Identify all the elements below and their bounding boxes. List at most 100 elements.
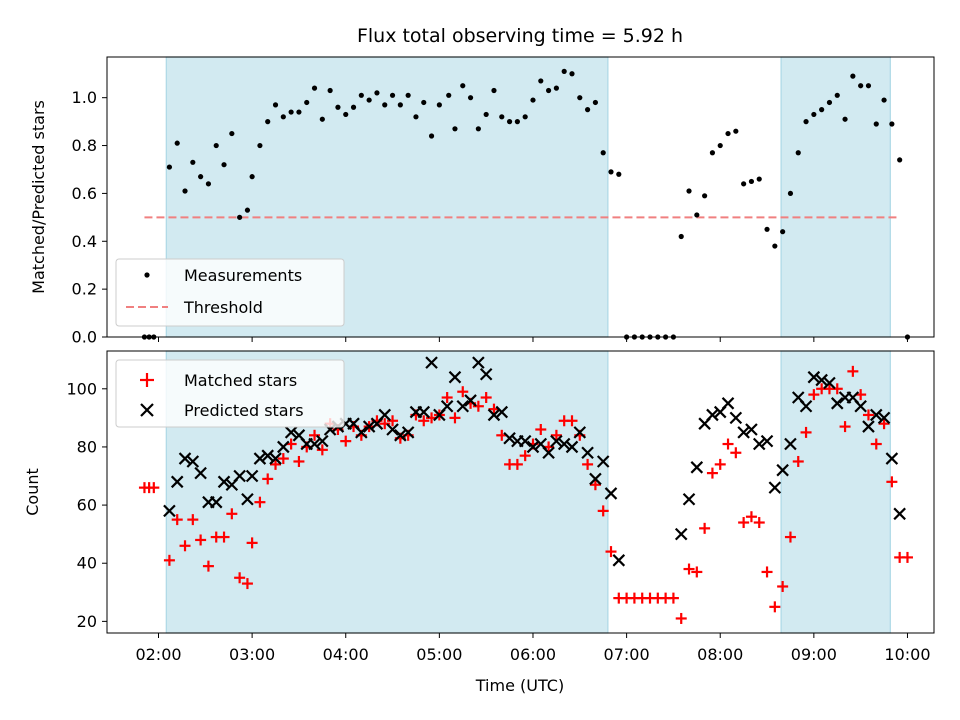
bottom-y-tick-label-4: 100: [66, 379, 97, 398]
measurement-point-25: [335, 104, 341, 110]
bottom-y-axis-label: Count: [23, 468, 42, 516]
predicted-point-69: [752, 437, 766, 451]
predicted-point-82: [854, 399, 867, 413]
bottom-y-tick-label-0: 20: [77, 612, 97, 631]
measurement-point-55: [569, 71, 575, 77]
predicted-point-29: [386, 423, 399, 436]
legend-measurements-marker: [144, 272, 150, 278]
measurement-point-23: [319, 116, 325, 122]
predicted-point-46: [518, 434, 532, 448]
measurement-point-50: [530, 97, 536, 103]
predicted-point-51: [557, 437, 571, 451]
measurement-point-16: [265, 119, 271, 125]
matched-point-4: [171, 514, 183, 526]
measurement-point-7: [198, 174, 204, 180]
x-tick-label-7: 09:00: [791, 645, 837, 664]
measurement-point-13: [244, 207, 251, 213]
measurement-point-57: [584, 107, 591, 113]
predicted-point-52: [565, 440, 579, 454]
measurement-point-79: [756, 176, 762, 182]
matched-point-48: [511, 458, 523, 470]
top-y-tick-label-2: 0.4: [72, 232, 97, 251]
predicted-point-60: [682, 492, 696, 506]
predicted-point-75: [799, 399, 813, 413]
matched-point-58: [589, 479, 601, 491]
measurement-point-78: [748, 178, 755, 185]
legend-matched-marker: [140, 373, 154, 387]
predicted-point-13: [261, 449, 274, 462]
predicted-point-19: [308, 437, 321, 451]
matched-point-86: [808, 389, 820, 401]
measurement-point-31: [382, 102, 388, 108]
matched-point-55: [566, 415, 578, 427]
predicted-point-42: [487, 408, 501, 422]
predicted-point-34: [425, 356, 438, 369]
measurement-point-74: [717, 142, 723, 149]
bottom-legend-box: [115, 359, 345, 428]
measurement-point-46: [499, 114, 505, 120]
measurement-point-35: [413, 114, 419, 120]
measurement-point-93: [865, 83, 872, 89]
predicted-point-54: [581, 446, 594, 460]
matched-point-18: [277, 453, 289, 465]
measurement-point-69: [678, 233, 684, 240]
matched-point-51: [535, 423, 547, 435]
bottom-y-tick-label-2: 60: [77, 496, 97, 515]
matched-point-23: [316, 444, 328, 456]
measurement-point-38: [436, 102, 442, 108]
predicted-point-37: [448, 370, 462, 384]
measurement-point-26: [343, 111, 349, 118]
measurement-point-15: [257, 142, 263, 149]
measurement-point-83: [787, 190, 794, 197]
predicted-point-56: [596, 455, 610, 468]
predicted-point-63: [706, 408, 719, 422]
predicted-point-76: [807, 370, 821, 384]
measurement-point-52: [545, 87, 552, 94]
measurement-point-19: [288, 109, 294, 115]
matched-point-2: [148, 482, 160, 494]
measurement-point-60: [608, 169, 614, 175]
predicted-point-9: [233, 469, 246, 483]
measurement-point-41: [460, 83, 466, 89]
matched-point-22: [309, 429, 321, 441]
matched-point-79: [753, 517, 765, 529]
predicted-point-72: [776, 463, 789, 477]
predicted-point-53: [573, 426, 587, 439]
predicted-point-33: [417, 405, 431, 419]
matched-point-8: [202, 560, 214, 572]
predicted-point-31: [401, 426, 415, 439]
x-tick-label-4: 06:00: [510, 645, 556, 664]
matched-point-31: [379, 418, 391, 430]
predicted-point-47: [526, 440, 540, 454]
predicted-point-15: [277, 440, 290, 454]
predicted-point-57: [604, 487, 618, 500]
measurement-point-85: [803, 119, 809, 125]
measurement-point-45: [491, 87, 497, 94]
matched-point-40: [449, 412, 461, 424]
predicted-point-4: [194, 466, 207, 480]
predicted-point-1: [170, 475, 184, 489]
matched-point-6: [187, 514, 199, 526]
bottom-legend: Matched stars Predicted stars: [115, 359, 345, 428]
measurement-point-21: [304, 99, 310, 106]
matched-point-3: [163, 554, 175, 566]
matched-point-71: [691, 566, 703, 578]
legend-measurements-label: Measurements: [184, 266, 302, 285]
predicted-point-28: [378, 408, 392, 422]
predicted-point-25: [355, 426, 368, 439]
shaded-interval-1: [780, 350, 891, 634]
predicted-point-43: [495, 405, 509, 419]
predicted-point-86: [885, 452, 899, 465]
matched-point-77: [738, 517, 750, 529]
matched-point-81: [769, 601, 781, 613]
matched-point-15: [254, 496, 266, 508]
measurement-point-54: [561, 68, 567, 74]
top-legend: Measurements Threshold: [115, 258, 345, 327]
matched-point-95: [878, 418, 890, 430]
predicted-point-11: [245, 469, 259, 483]
predicted-point-38: [456, 399, 470, 413]
measurement-point-5: [182, 188, 188, 194]
top-y-ticks: 0.0 0.2 0.4 0.6 0.8 1.0: [72, 88, 107, 347]
top-y-tick-label-3: 0.6: [72, 184, 97, 203]
predicted-point-40: [472, 356, 485, 369]
